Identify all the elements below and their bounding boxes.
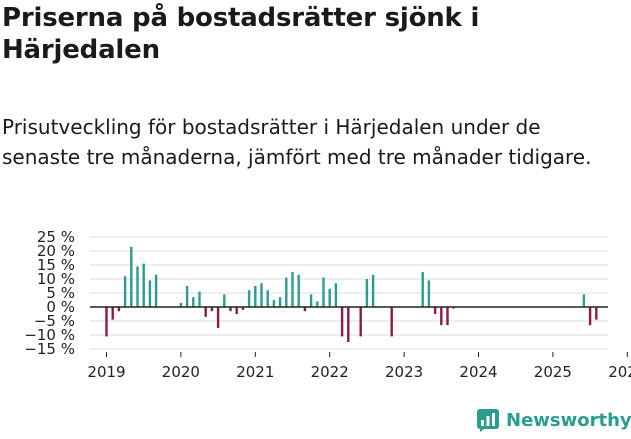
bar	[210, 307, 214, 312]
bar	[117, 307, 121, 312]
bar	[359, 307, 362, 337]
bar	[427, 280, 431, 307]
bar	[260, 283, 263, 307]
bar	[390, 307, 393, 337]
x-axis: 2019 2020 2021 2022 2023 2024 2025 2026	[87, 306, 631, 381]
bar	[130, 246, 133, 307]
y-tick-label: 0 %	[46, 298, 75, 316]
y-tick-label: 15 %	[37, 256, 75, 274]
bar	[229, 307, 232, 312]
bar	[111, 307, 114, 320]
y-tick-label: −10 %	[24, 326, 75, 344]
brand-name: Newsworthy	[506, 409, 631, 431]
bar	[235, 307, 238, 314]
bar	[595, 307, 598, 320]
newsworthy-brand: Newsworthy	[476, 408, 631, 432]
bar	[185, 286, 189, 307]
bar	[142, 263, 145, 307]
bar	[328, 288, 331, 307]
bar	[452, 307, 455, 309]
x-tick-label: 2022	[311, 363, 349, 381]
y-tick-label: −15 %	[24, 340, 75, 358]
x-tick-label: 2025	[534, 363, 572, 381]
y-tick-label: 25 %	[37, 228, 75, 246]
bar	[303, 307, 307, 312]
chart-title: Priserna på bostadsrätter sjönk i Härjed…	[2, 3, 480, 65]
bar	[322, 277, 325, 307]
price-change-chart: 25 %20 %15 %10 %5 %0 %−5 %−10 %−15 % 201…	[24, 228, 631, 381]
bar	[247, 290, 251, 307]
bar	[105, 307, 108, 337]
bar	[446, 307, 449, 326]
x-tick-label: 2020	[162, 363, 200, 381]
bars	[105, 246, 598, 342]
bar	[266, 290, 269, 307]
bar	[148, 280, 152, 307]
bar	[216, 307, 220, 328]
bar	[241, 307, 245, 310]
bar	[285, 277, 288, 307]
bar	[198, 291, 201, 307]
bar	[154, 274, 158, 307]
bar	[316, 301, 319, 307]
bar	[582, 294, 586, 307]
x-tick-label: 2023	[385, 363, 423, 381]
bar	[192, 297, 195, 307]
y-axis-tick-labels: 25 %20 %15 %10 %5 %0 %−5 %−10 %−15 %	[24, 228, 75, 358]
bar	[365, 279, 369, 307]
bar	[254, 286, 257, 307]
bar	[588, 307, 592, 326]
bar	[340, 307, 344, 337]
bar	[291, 272, 294, 307]
y-tick-label: 10 %	[37, 270, 75, 288]
x-tick-label: 2021	[236, 363, 274, 381]
bar	[204, 307, 207, 317]
bar	[123, 276, 127, 307]
chart-subtitle: Prisutveckling för bostadsrätter i Härje…	[2, 115, 592, 169]
bar	[297, 274, 300, 307]
bar	[347, 307, 350, 342]
x-tick-label: 2024	[459, 363, 497, 381]
y-tick-label: 20 %	[37, 242, 75, 260]
bar	[433, 307, 437, 314]
bar	[136, 266, 139, 307]
newsworthy-logo-icon	[477, 409, 499, 432]
bar	[179, 302, 183, 307]
x-tick-label: 2026	[608, 363, 631, 381]
y-tick-label: 5 %	[46, 284, 75, 302]
y-tick-label: −5 %	[34, 312, 75, 330]
bar	[272, 300, 276, 307]
bar	[421, 272, 424, 307]
bar	[371, 274, 375, 307]
bar	[278, 297, 282, 307]
bar	[440, 307, 443, 326]
bar	[334, 283, 338, 307]
bar	[223, 294, 226, 307]
bar	[309, 294, 313, 307]
x-tick-label: 2019	[87, 363, 125, 381]
